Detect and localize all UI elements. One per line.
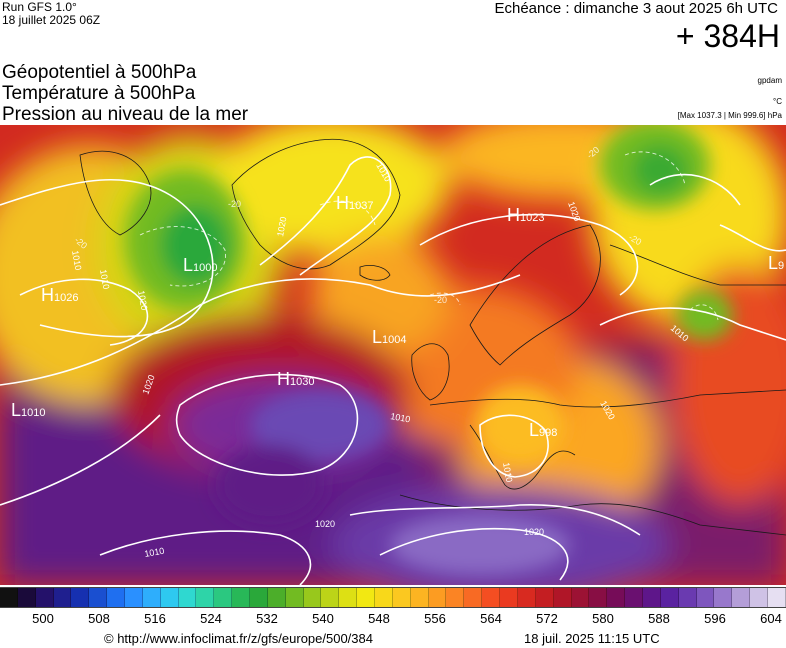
- isobar-label: 1020: [136, 290, 149, 311]
- temperature-isotherms: [139, 151, 719, 321]
- pressure-center-high: H1023: [507, 205, 544, 225]
- colorbar-tick-label: 604: [760, 611, 782, 626]
- forecast-time-label: Echéance : dimanche 3 aout 2025 6h UTC: [494, 0, 778, 17]
- title-pressure: Pression au niveau de la mer: [2, 104, 249, 125]
- colorbar-tick-label: 588: [648, 611, 670, 626]
- colorbar-cell: [17, 588, 36, 607]
- colorbar-cell: [660, 588, 679, 607]
- colorbar-cell: [750, 588, 768, 607]
- colorbar-cell: [89, 588, 108, 607]
- isobar-label: 1010: [390, 411, 411, 424]
- title-temperature: Température à 500hPa: [2, 83, 196, 104]
- pressure-center-low: L998: [529, 420, 557, 440]
- colorbar-cell: [178, 588, 197, 607]
- isobar-label: 1020: [275, 216, 288, 237]
- colorbar-tick-label: 516: [144, 611, 166, 626]
- colorbar-cell: [0, 588, 18, 607]
- colorbar-tick-label: 572: [536, 611, 558, 626]
- geopotential-unit: gpdam: [757, 76, 782, 85]
- colorbar-cell: [553, 588, 572, 607]
- isotherm-label: -20: [434, 295, 447, 305]
- geopotential-field: [0, 125, 786, 585]
- colorbar-cell: [285, 588, 304, 607]
- colorbar-cell: [196, 588, 215, 607]
- colorbar-cell: [571, 588, 590, 607]
- colorbar-cell: [160, 588, 179, 607]
- pressure-centers: H1037 H1023 L1000 H1026 L1004 H1030 L1010 L998 L…: [11, 193, 784, 440]
- colorbar-cell: [375, 588, 393, 607]
- colorbar-cell: [535, 588, 554, 607]
- colorbar: [0, 587, 786, 608]
- colorbar-cell: [428, 588, 447, 607]
- pressure-center-low: L9: [768, 253, 784, 273]
- pressure-center-high: H1026: [41, 285, 78, 305]
- colorbar-cell: [35, 588, 54, 607]
- colorbar-tick-label: 540: [312, 611, 334, 626]
- colorbar-cell: [464, 588, 483, 607]
- isobar-label: 1010: [98, 269, 111, 290]
- pressure-center-high: H1037: [336, 193, 373, 213]
- weather-map: H1037 H1023 L1000 H1026 L1004 H1030 L1010 L998 L…: [0, 125, 786, 585]
- isobar-label: 1020: [315, 519, 335, 529]
- colorbar-tick-label: 580: [592, 611, 614, 626]
- colorbar-cell: [53, 588, 72, 607]
- isobars: [0, 156, 786, 585]
- run-date-label: 18 juillet 2025 06Z: [2, 13, 101, 27]
- colorbar-tick-labels: 500 508 516 524 532 540 548 556 564 572 580 588 596 6…: [0, 611, 786, 627]
- colorbar-cell: [732, 588, 751, 607]
- source-url[interactable]: © http://www.infoclimat.fr/z/gfs/europe/…: [104, 631, 373, 646]
- colorbar-cell: [357, 588, 376, 607]
- colorbar-cell: [607, 588, 626, 607]
- colorbar-cell: [267, 588, 286, 607]
- colorbar-cell: [214, 588, 233, 607]
- colorbar-cell: [446, 588, 465, 607]
- colorbar-cell: [482, 588, 501, 607]
- coastlines: [79, 138, 786, 536]
- colorbar-tick-label: 564: [480, 611, 502, 626]
- run-model-label: Run GFS 1.0°: [2, 0, 77, 14]
- colorbar-cell: [321, 588, 340, 607]
- colorbar-tick-label: 532: [256, 611, 278, 626]
- forecast-hour-label: + 384H: [675, 18, 780, 54]
- isobar-label: 1010: [501, 462, 514, 483]
- colorbar-cell: [696, 588, 715, 607]
- colorbar-cell: [232, 588, 251, 607]
- colorbar-cell: [625, 588, 643, 607]
- colorbar-cell: [517, 588, 536, 607]
- colorbar-cell: [339, 588, 358, 607]
- colorbar-tick-label: 500: [32, 611, 54, 626]
- pressure-center-low: L1010: [11, 400, 46, 420]
- colorbar-tick-label: 524: [200, 611, 222, 626]
- isobar-label: 1010: [70, 250, 83, 271]
- pressure-range-label: [Max 1037.3 | Min 999.6] hPa: [677, 111, 782, 120]
- temperature-unit: °C: [773, 97, 782, 106]
- colorbar-cell: [71, 588, 90, 607]
- colorbar-cell: [107, 588, 126, 607]
- colorbar-tick-label: 548: [368, 611, 390, 626]
- colorbar-tick-label: 556: [424, 611, 446, 626]
- colorbar-cell: [125, 588, 143, 607]
- isotherm-label: -20: [228, 199, 241, 209]
- generated-time: 18 juil. 2025 11:15 UTC: [524, 631, 660, 646]
- colorbar-cell: [500, 588, 518, 607]
- colorbar-tick-label: 596: [704, 611, 726, 626]
- isobar-label: 1010: [144, 546, 165, 559]
- colorbar-cell: [589, 588, 608, 607]
- colorbar-cell: [642, 588, 661, 607]
- colorbar-cell: [392, 588, 411, 607]
- colorbar-cell: [142, 588, 161, 607]
- pressure-center-low: L1000: [183, 255, 218, 275]
- pressure-center-high: H1030: [277, 369, 314, 389]
- pressure-center-low: L1004: [372, 327, 407, 347]
- title-geopotential: Géopotentiel à 500hPa: [2, 62, 197, 83]
- colorbar-cell: [767, 588, 786, 607]
- colorbar-cell: [303, 588, 322, 607]
- colorbar-cell: [410, 588, 429, 607]
- colorbar-cell: [250, 588, 268, 607]
- colorbar-tick-label: 508: [88, 611, 110, 626]
- colorbar-cell: [714, 588, 733, 607]
- isobar-label: 1020: [524, 527, 544, 537]
- colorbar-cell: [678, 588, 697, 607]
